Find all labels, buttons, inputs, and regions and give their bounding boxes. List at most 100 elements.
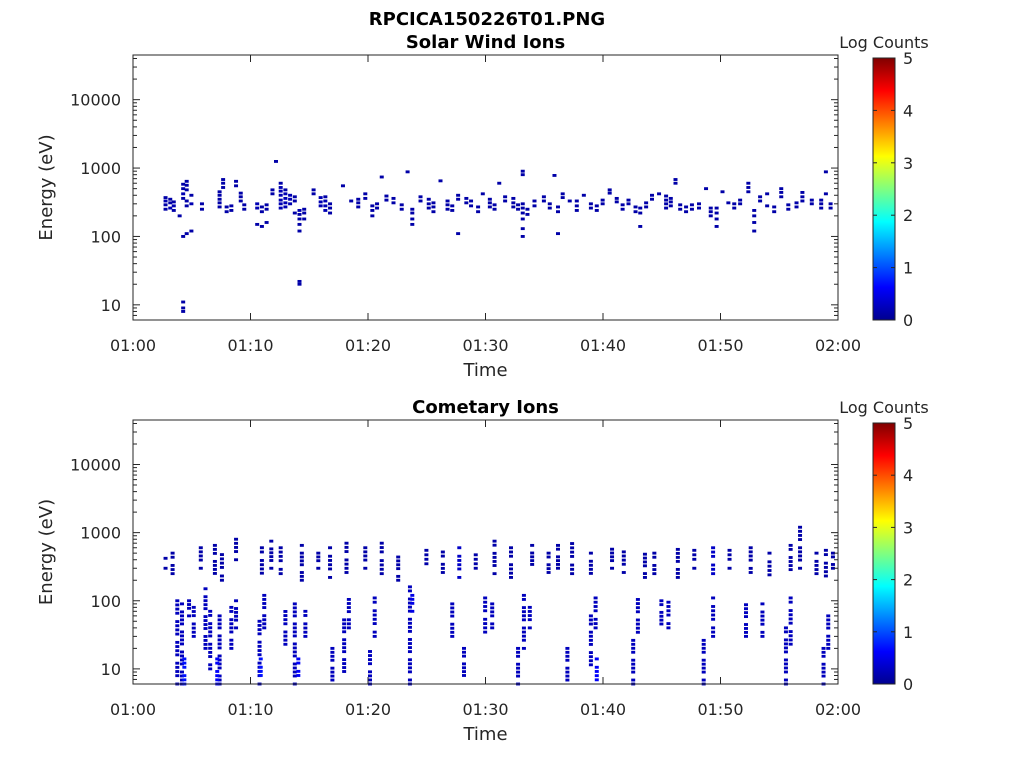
data-cell: [760, 622, 765, 626]
data-cell: [163, 556, 168, 560]
data-cell: [316, 559, 321, 563]
data-cell: [264, 207, 269, 211]
data-cell: [492, 207, 497, 211]
data-cell: [610, 547, 615, 551]
data-cell: [457, 567, 462, 571]
data-cell: [516, 650, 521, 654]
data-cell: [565, 658, 570, 662]
data-cell: [180, 614, 184, 618]
data-cell: [344, 550, 349, 553]
data-cell: [652, 568, 657, 571]
data-cell: [708, 214, 713, 218]
data-cell: [760, 610, 765, 614]
data-cell: [410, 597, 415, 601]
data-cell: [278, 202, 283, 206]
data-cell: [257, 628, 262, 632]
data-cell: [473, 557, 478, 561]
data-cell: [450, 630, 455, 634]
colorbar-tick-label: 5: [903, 414, 913, 433]
data-cell: [219, 565, 224, 569]
data-cell: [711, 609, 716, 613]
plot-area: [133, 420, 838, 684]
data-cell: [760, 618, 765, 622]
data-cell: [675, 571, 680, 575]
data-cell: [215, 657, 220, 661]
x-axis-label: Time: [462, 724, 507, 745]
data-cell: [765, 192, 770, 196]
data-cell: [600, 202, 605, 206]
data-cell: [673, 181, 678, 185]
data-cell: [292, 646, 297, 650]
data-cell: [346, 602, 351, 605]
data-cell: [727, 553, 732, 557]
data-cell: [462, 650, 466, 654]
data-cell: [349, 199, 354, 203]
data-cell: [692, 566, 697, 570]
data-cell: [181, 187, 186, 191]
data-cell: [638, 206, 643, 210]
data-cell: [631, 658, 636, 662]
data-cell: [788, 564, 793, 568]
data-cell: [372, 634, 377, 638]
data-cell: [258, 674, 263, 677]
data-cell: [711, 605, 716, 608]
data-cell: [666, 605, 671, 608]
data-cell: [262, 622, 267, 626]
data-cell: [503, 195, 508, 199]
data-cell: [191, 622, 196, 626]
data-cell: [704, 187, 709, 191]
data-cell: [744, 615, 748, 619]
data-cell: [208, 613, 213, 617]
data-cell: [292, 602, 297, 606]
data-cell: [744, 634, 748, 638]
data-cell: [431, 201, 436, 205]
data-cell: [678, 203, 683, 207]
data-cell: [635, 618, 640, 622]
data-cell: [424, 557, 429, 561]
data-cell: [328, 211, 333, 215]
data-cell: [292, 674, 297, 678]
data-cell: [379, 550, 384, 554]
data-cell: [234, 618, 239, 622]
data-cell: [208, 651, 213, 654]
data-cell: [738, 202, 743, 206]
data-cell: [631, 642, 636, 646]
data-cell: [217, 658, 222, 662]
data-cell: [620, 207, 625, 211]
data-cell: [621, 571, 626, 574]
data-cell: [786, 203, 791, 207]
data-cell: [184, 179, 189, 183]
data-cell: [330, 654, 335, 658]
data-cell: [212, 543, 217, 547]
data-cell: [292, 610, 297, 614]
data-cell: [278, 181, 283, 185]
data-cell: [372, 617, 377, 621]
figure-title: RPCICA150226T01.PNG: [369, 9, 605, 30]
data-cell: [642, 572, 647, 575]
data-cell: [316, 551, 321, 555]
data-cell: [621, 554, 626, 558]
data-cell: [462, 646, 466, 650]
data-cell: [296, 669, 301, 673]
data-cell: [217, 193, 222, 197]
data-cell: [711, 567, 716, 571]
data-cell: [181, 306, 186, 310]
data-cell: [208, 642, 213, 646]
x-tick-label: 02:00: [815, 700, 861, 719]
colorbar: Log Counts 0 1 2 3 4 5: [839, 398, 929, 694]
data-cell: [163, 199, 168, 203]
data-cell: [678, 207, 683, 211]
data-cell: [198, 558, 203, 562]
data-cell: [588, 618, 593, 622]
data-cell: [798, 546, 803, 550]
data-cell: [546, 563, 551, 567]
data-cell: [456, 193, 461, 197]
data-cell: [259, 225, 264, 228]
data-cell: [594, 204, 599, 208]
data-cell: [292, 642, 297, 646]
data-cell: [203, 642, 208, 646]
data-cell: [175, 661, 180, 665]
data-cell: [732, 202, 737, 206]
data-cell: [503, 199, 508, 203]
data-cell: [219, 553, 224, 557]
